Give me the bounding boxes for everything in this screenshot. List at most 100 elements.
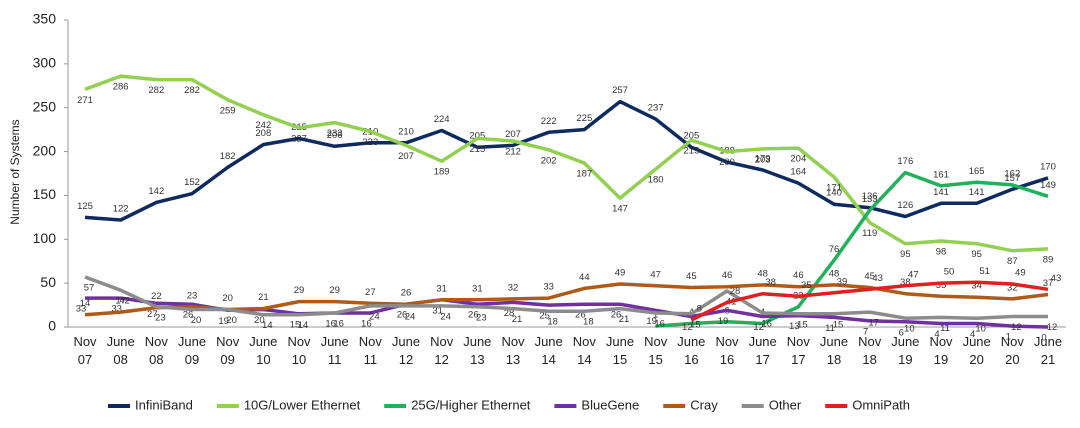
data-label: 43	[1051, 273, 1062, 284]
y-axis-label: Number of Systems	[8, 119, 22, 224]
x-tick-label: Nov 18	[858, 334, 882, 367]
x-tick-label-line: Nov	[430, 334, 454, 349]
data-label: 26	[183, 310, 194, 321]
data-label: 17	[868, 318, 879, 329]
data-label: 22	[151, 291, 162, 302]
data-label: 206	[327, 130, 343, 141]
data-label: 48	[757, 268, 768, 279]
x-tick-label-line: Nov	[359, 334, 383, 349]
data-label: 19	[718, 316, 729, 327]
y-tick-label: 350	[33, 11, 57, 27]
x-tick-label-line: 16	[684, 352, 698, 367]
data-label: 27	[147, 309, 158, 320]
data-label: 87	[1007, 256, 1018, 267]
data-label: 16	[361, 318, 372, 329]
x-tick-label-line: Nov	[73, 334, 97, 349]
x-tick-label: Nov 12	[430, 334, 454, 367]
data-label: 203	[755, 154, 771, 165]
x-tick-label: Nov 13	[501, 334, 525, 367]
data-label: 223	[362, 137, 378, 148]
data-label: 23	[187, 290, 198, 301]
data-label: 26	[468, 310, 479, 321]
data-label: 237	[648, 103, 664, 114]
data-label: 38	[900, 277, 911, 288]
x-tick-label-line: June	[606, 334, 634, 349]
data-label: 282	[148, 85, 164, 96]
x-tick-label: Nov 14	[573, 334, 597, 367]
x-tick-label: June 13	[463, 334, 491, 367]
data-label: 48	[829, 268, 840, 279]
data-label: 95	[900, 249, 911, 260]
x-tick-label-line: June	[249, 334, 277, 349]
x-tick-label-line: 09	[185, 352, 199, 367]
legend-label: 25G/Higher Ethernet	[411, 397, 531, 412]
data-label: 136	[862, 191, 878, 202]
data-label: 31	[432, 305, 443, 316]
data-label: 8	[697, 303, 702, 314]
x-tick-label-line: 08	[149, 352, 163, 367]
data-label: 189	[434, 167, 450, 178]
data-label: 14	[80, 298, 91, 309]
x-tick-label: Nov 08	[145, 334, 169, 367]
x-tick-label: Nov 20	[1001, 334, 1025, 367]
x-tick-label-line: June	[321, 334, 349, 349]
data-label: 14	[298, 320, 309, 331]
data-label: 49	[615, 268, 626, 279]
x-tick-label-line: 12	[399, 352, 413, 367]
data-label: 44	[579, 272, 590, 283]
data-label: 29	[329, 285, 340, 296]
data-label: 28	[730, 286, 741, 297]
data-label: 1	[1006, 332, 1011, 343]
x-tick-label-line: 13	[470, 352, 484, 367]
x-tick-label-line: June	[677, 334, 705, 349]
x-tick-label-line: 17	[755, 352, 769, 367]
data-label: 210	[398, 126, 414, 137]
x-tick-label-line: 10	[256, 352, 270, 367]
data-label: 31	[472, 283, 483, 294]
x-tick-label: Nov 15	[644, 334, 668, 367]
x-tick-label-line: 19	[934, 352, 948, 367]
series-line	[84, 74, 1049, 253]
data-label: 13	[789, 321, 800, 332]
data-label: 42	[119, 296, 130, 307]
data-label: 147	[612, 204, 628, 215]
data-label: 222	[541, 116, 557, 127]
data-label: 213	[683, 146, 699, 157]
x-tick-label-line: 11	[328, 352, 342, 367]
data-label: 179	[755, 154, 771, 165]
data-label: 35	[936, 280, 947, 291]
data-label: 11	[825, 323, 835, 334]
data-label: 33	[76, 304, 87, 315]
legend-label: BlueGene	[581, 397, 639, 412]
data-label: 95	[971, 249, 982, 260]
x-tick-label-line: 18	[827, 352, 841, 367]
data-label: 50	[944, 267, 955, 278]
x-tick-label: June 18	[820, 334, 848, 367]
x-tick-label-line: 11	[364, 352, 378, 367]
y-tick-label: 250	[33, 98, 57, 114]
x-tick-label-line: 18	[862, 352, 876, 367]
data-label: 176	[897, 156, 913, 167]
x-tick-label-line: Nov	[287, 334, 311, 349]
x-tick-label: Nov 16	[715, 334, 739, 367]
x-tick-label-line: June	[963, 334, 991, 349]
data-label: 49	[1015, 268, 1026, 279]
data-label: 119	[862, 228, 877, 239]
data-label: 225	[576, 113, 592, 124]
x-tick-label-line: 15	[648, 352, 662, 367]
data-label: 26	[611, 310, 622, 321]
x-tick-label-line: June	[392, 334, 420, 349]
data-label: 212	[505, 147, 521, 158]
series-line	[84, 275, 1048, 320]
x-tick-label-line: Nov	[715, 334, 739, 349]
data-label: 14	[262, 320, 273, 331]
x-tick-label-line: June	[535, 334, 563, 349]
data-label: 257	[612, 85, 628, 96]
data-label: 12	[1011, 322, 1022, 333]
data-label: 10	[904, 324, 915, 335]
x-tick-label-line: 07	[78, 352, 92, 367]
data-label: 46	[793, 270, 804, 281]
x-tick-label-line: June	[820, 334, 848, 349]
data-label: 140	[826, 188, 842, 199]
